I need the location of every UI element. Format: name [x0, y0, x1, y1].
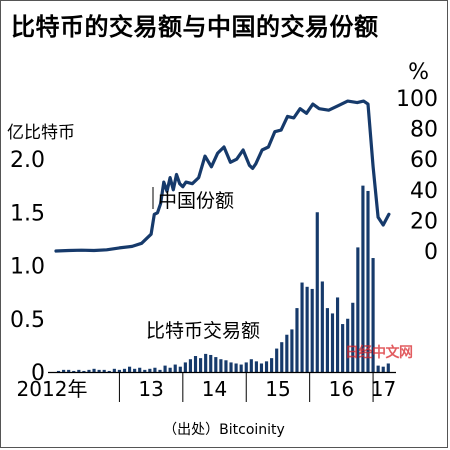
right-tick-label: 40 — [410, 179, 438, 204]
volume-bar — [381, 366, 385, 372]
volume-bar — [330, 313, 335, 372]
volume-bar — [346, 318, 350, 372]
volume-bar — [127, 366, 132, 372]
line-series-label: 中国份额 — [158, 190, 234, 212]
volume-bar — [229, 362, 233, 372]
left-tick-label: 2.0 — [10, 148, 45, 173]
volume-bar — [204, 353, 208, 372]
left-axis-unit: 亿比特币 — [7, 123, 75, 143]
volume-bar — [361, 185, 365, 373]
volume-bar — [178, 366, 182, 372]
x-tick-label: 15 — [265, 377, 290, 401]
volume-bar — [320, 281, 324, 372]
right-tick-label: 20 — [410, 209, 438, 234]
volume-bar — [133, 368, 137, 372]
volume-bar — [219, 359, 223, 372]
right-tick-label: 100 — [396, 87, 438, 112]
right-axis-unit: % — [408, 60, 429, 85]
china-share-line — [54, 99, 391, 253]
x-tick-label: 14 — [202, 377, 227, 401]
volume-bar — [107, 370, 111, 372]
volume-bar — [285, 334, 289, 372]
volume-bar — [386, 363, 390, 372]
volume-bar — [199, 358, 203, 372]
volume-bar — [371, 258, 375, 372]
volume-bar — [82, 370, 86, 372]
volume-bar — [148, 368, 152, 372]
x-tick-label: 16 — [329, 377, 354, 401]
volume-bar — [153, 367, 157, 372]
volume-bar — [264, 361, 269, 372]
chart-title: 比特币的交易额与中国的交易份额 — [11, 13, 379, 41]
watermark-logo: 日经中文网 — [345, 345, 413, 361]
volume-bar — [122, 368, 127, 372]
volume-bar — [117, 369, 121, 372]
source-note: （出处）Bitcoinity — [163, 422, 285, 438]
x-tick-label: 13 — [138, 377, 163, 401]
volume-bar — [188, 359, 193, 372]
x-tick-label: 17 — [371, 377, 396, 401]
right-tick-label: 60 — [410, 148, 438, 173]
volume-bar — [305, 286, 309, 372]
volume-bar — [102, 369, 106, 372]
volume-bar — [72, 370, 76, 372]
bar-series-label: 比特币交易额 — [146, 320, 260, 342]
volume-bar — [356, 247, 360, 372]
volume-bar — [325, 308, 329, 372]
volume-bar — [315, 212, 319, 372]
volume-bar — [259, 363, 264, 372]
volume-bar — [62, 369, 66, 372]
volume-bar — [300, 282, 304, 372]
volume-bar — [254, 361, 258, 372]
right-tick-label: 80 — [410, 118, 438, 143]
volume-bar — [295, 308, 299, 372]
volume-bar — [112, 368, 116, 372]
volume-bar — [244, 362, 248, 372]
left-tick-label: 0 — [31, 361, 45, 386]
left-tick-label: 1.0 — [10, 255, 45, 280]
volume-bar — [310, 288, 314, 372]
volume-bar — [275, 348, 279, 372]
volume-bar — [138, 367, 142, 372]
volume-bar — [87, 369, 91, 372]
volume-bar — [376, 365, 380, 372]
right-tick-label: 0 — [424, 240, 438, 265]
volume-bar — [97, 369, 101, 372]
volume-bar — [193, 356, 198, 372]
volume-bar — [209, 354, 213, 372]
volume-bar — [249, 359, 253, 372]
volume-bar — [77, 369, 81, 372]
volume-bar — [366, 190, 370, 372]
volume-bar — [158, 369, 162, 372]
volume-bar — [280, 342, 284, 372]
volume-bar — [67, 369, 71, 372]
volume-bar — [239, 364, 243, 372]
volume-bar — [351, 302, 355, 372]
volume-bar — [270, 358, 274, 372]
volume-bar — [335, 297, 340, 372]
volume-bar — [168, 367, 172, 372]
volume-bar — [183, 362, 187, 372]
volume-bar — [173, 364, 177, 372]
volume-bar — [224, 360, 228, 372]
left-tick-label: 1.5 — [10, 201, 45, 226]
volume-bar — [56, 370, 61, 372]
left-tick-label: 0.5 — [10, 308, 45, 333]
volume-bar — [92, 368, 96, 372]
volume-bar — [290, 329, 294, 372]
volume-bar — [143, 369, 147, 372]
volume-bar — [341, 324, 345, 372]
x-tick-label: 2012年 — [17, 377, 88, 401]
volume-bar — [214, 357, 218, 372]
volume-bar — [234, 363, 238, 372]
volume-bar — [163, 365, 167, 372]
